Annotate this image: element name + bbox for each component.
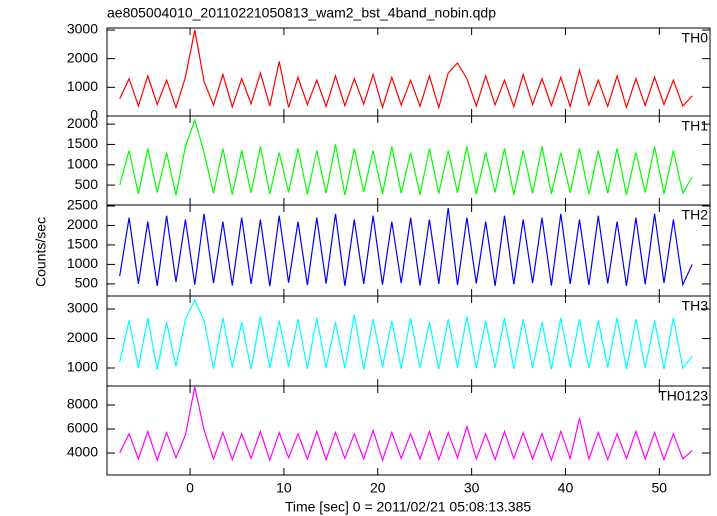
y-tick-label: 500 [75,176,99,192]
x-tick-label: 20 [370,480,386,496]
panel-label: TH1 [682,118,709,134]
panel-frame [106,27,711,117]
y-tick-label: 2500 [67,197,98,213]
y-tick-label: 6000 [67,420,98,436]
panel-frame [106,385,711,476]
panel-label: TH3 [682,298,709,314]
panel-frame [106,295,711,387]
y-tick-label: 1500 [67,135,98,151]
y-tick-label: 2000 [67,329,98,345]
y-tick-label: 500 [75,275,99,291]
x-tick-label: 10 [276,480,292,496]
x-tick-label: 40 [558,480,574,496]
light-curve [119,386,693,463]
x-tick-label: 0 [186,480,194,496]
x-tick-label: 50 [652,480,668,496]
y-tick-label: 4000 [67,444,98,460]
y-tick-label: 0 [90,107,98,123]
y-tick-label: 2000 [67,216,98,232]
panel-label: TH2 [682,207,709,223]
chart-title: ae805004010_20110221050813_wam2_bst_4ban… [107,5,496,21]
light-curve [119,118,693,196]
y-axis-label: Counts/sec [33,217,49,287]
y-tick-label: 1000 [67,255,98,271]
y-tick-label: 1000 [67,359,98,375]
panel-frame [106,204,711,297]
y-tick-label: 8000 [67,396,98,412]
y-tick-label: 1000 [67,155,98,171]
light-curve [119,298,693,370]
y-tick-label: 2000 [67,115,98,131]
x-tick-label: 30 [464,480,480,496]
y-tick-label: 3000 [67,300,98,316]
y-tick-label: 1000 [67,78,98,94]
y-tick-label: 3000 [67,21,98,37]
y-tick-label: 2000 [67,49,98,65]
y-tick-label: 1500 [67,236,98,252]
light-curve [119,207,693,287]
light-curve [119,29,693,110]
panel-label: TH0123 [658,388,708,404]
panel-label: TH0 [682,30,709,46]
x-axis-label: Time [sec] 0 = 2011/02/21 05:08:13.385 [285,499,532,515]
